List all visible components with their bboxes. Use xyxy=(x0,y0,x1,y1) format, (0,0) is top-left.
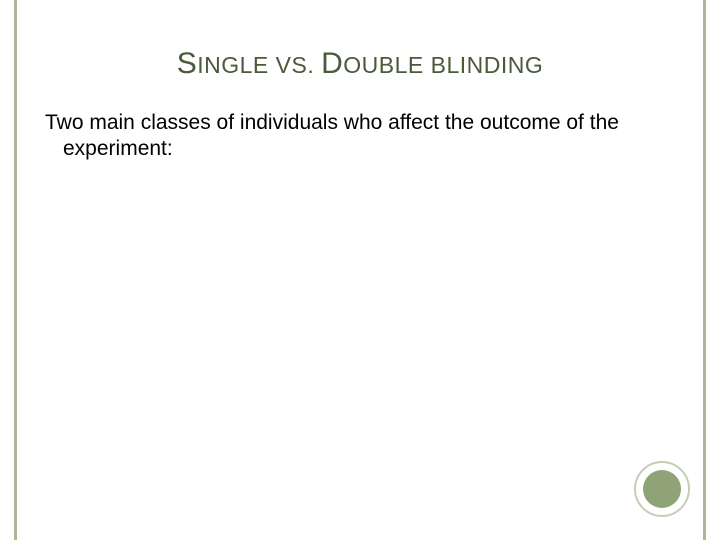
title-dot: . xyxy=(307,52,321,78)
title-w1-rest: INGLE xyxy=(197,52,269,78)
decoration-dot xyxy=(643,470,681,508)
title-w3: BLINDING xyxy=(431,52,544,78)
title-sp1 xyxy=(269,52,276,78)
title-sp2 xyxy=(424,52,431,78)
slide-body: Two main classes of individuals who affe… xyxy=(45,110,675,163)
title-vs: VS xyxy=(276,52,308,78)
title-w2-rest: OUBLE xyxy=(343,52,423,78)
slide-title: SINGLE VS. DOUBLE BLINDING xyxy=(17,44,703,81)
slide-frame: SINGLE VS. DOUBLE BLINDING Two main clas… xyxy=(14,0,706,540)
title-w2-cap: D xyxy=(321,47,343,80)
title-w1-cap: S xyxy=(177,47,198,80)
